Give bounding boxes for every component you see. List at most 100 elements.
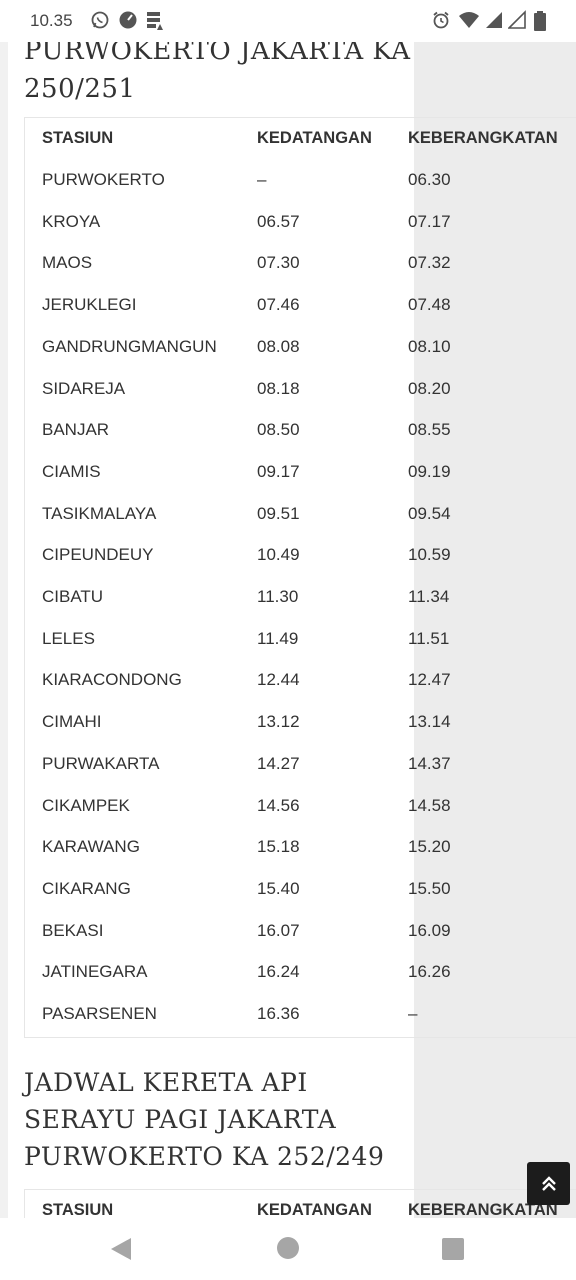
table-row: BEKASI 16.07 16.09 <box>25 911 576 953</box>
storage-icon <box>147 12 163 30</box>
table-row: TASIKMALAYA 09.51 09.54 <box>25 494 576 536</box>
station-name: KIARACONDONG <box>42 670 182 690</box>
header-kedatangan: KEDATANGAN <box>257 129 372 147</box>
left-edge <box>0 42 8 1218</box>
departure-time: 07.48 <box>408 295 451 315</box>
table-row: CIPEUNDEUY 10.49 10.59 <box>25 535 576 577</box>
status-time: 10.35 <box>30 11 73 30</box>
table-row: KIARACONDONG 12.44 12.47 <box>25 660 576 702</box>
station-name: CIMAHI <box>42 712 102 732</box>
back-icon[interactable] <box>108 1236 134 1262</box>
table-header-row: STASIUN KEDATANGAN KEBERANGKATAN <box>25 118 576 160</box>
arrival-time: 09.51 <box>257 503 300 523</box>
arrival-time: 14.27 <box>257 753 300 773</box>
schedule-table-1: STASIUN KEDATANGAN KEBERANGKATAN PURWOKE… <box>24 117 576 1038</box>
arrival-time: 12.44 <box>257 670 300 690</box>
table-header-row: STASIUN KEDATANGAN KEBERANGKATAN <box>25 1190 576 1218</box>
arrival-time: 09.17 <box>257 461 300 481</box>
station-name: CIPEUNDEUY <box>42 545 154 565</box>
schedule-table-2: STASIUN KEDATANGAN KEBERANGKATAN <box>24 1189 576 1218</box>
arrival-time: 11.30 <box>257 587 299 606</box>
table-row: CIKARANG 15.40 15.50 <box>25 869 576 911</box>
scroll-to-top-button[interactable] <box>527 1162 570 1205</box>
departure-time: 11.34 <box>408 587 450 606</box>
arrival-time: 11.49 <box>257 628 299 648</box>
header-stasiun: STASIUN <box>42 129 114 147</box>
station-name: TASIKMALAYA <box>42 503 157 523</box>
wifi-icon <box>459 12 479 28</box>
table-row: KARAWANG 15.18 15.20 <box>25 827 576 869</box>
station-name: CIKAMPEK <box>42 795 130 815</box>
table-row: KROYA 06.57 07.17 <box>25 202 576 244</box>
speedometer-icon <box>119 11 137 29</box>
departure-time: 08.55 <box>408 420 451 440</box>
section1-title-line2: 250/251 <box>24 74 136 104</box>
departure-time: 08.10 <box>408 336 451 356</box>
station-name: KARAWANG <box>42 837 140 857</box>
departure-time: 08.20 <box>408 378 451 398</box>
alarm-icon <box>433 11 449 29</box>
table-row: JERUKLEGI 07.46 07.48 <box>25 285 576 327</box>
header-stasiun: STASIUN <box>42 1201 114 1218</box>
home-icon[interactable] <box>276 1236 300 1260</box>
arrival-time: 10.49 <box>257 545 300 565</box>
departure-time: 11.51 <box>408 628 450 648</box>
arrival-time: 08.50 <box>257 420 300 440</box>
departure-time: 16.09 <box>408 920 451 940</box>
header-keberangkatan: KEBERANGKATAN <box>408 1201 558 1218</box>
recents-icon[interactable] <box>441 1237 465 1261</box>
navigation-bar <box>0 1218 576 1280</box>
station-name: KROYA <box>42 211 101 231</box>
header-kedatangan: KEDATANGAN <box>257 1201 372 1218</box>
station-name: LELES <box>42 628 95 648</box>
station-name: PURWAKARTA <box>42 753 160 773</box>
arrival-time: 16.07 <box>257 920 300 940</box>
departure-time: 13.14 <box>408 712 451 732</box>
arrival-time: 15.40 <box>257 878 300 898</box>
station-name: CIBATU <box>42 587 104 606</box>
arrival-time: 08.08 <box>257 336 300 356</box>
departure-time: 12.47 <box>408 670 451 690</box>
arrival-time: 07.30 <box>257 253 300 273</box>
table-row: BANJAR 08.50 08.55 <box>25 410 576 452</box>
departure-time: 16.26 <box>408 962 451 982</box>
arrival-time: – <box>257 170 267 189</box>
station-name: PASARSENEN <box>42 1004 157 1023</box>
table-row: CIMAHI 13.12 13.14 <box>25 702 576 744</box>
arrival-time: 13.12 <box>257 712 300 732</box>
table-row: SIDAREJA 08.18 08.20 <box>25 369 576 411</box>
status-bar: 10.35 <box>0 0 576 42</box>
departure-time: 09.19 <box>408 461 451 481</box>
arrival-time: 14.56 <box>257 795 300 815</box>
station-name: BANJAR <box>42 420 110 440</box>
table-row: GANDRUNGMANGUN 08.08 08.10 <box>25 327 576 369</box>
station-name: JERUKLEGI <box>42 295 137 315</box>
section1-title: PURWOKERTO JAKARTA KA 250/251 <box>24 32 411 108</box>
sidebar-panel <box>414 42 576 1218</box>
table-row: LELES 11.49 11.51 <box>25 619 576 661</box>
table-row: CIBATU 11.30 11.34 <box>25 577 576 619</box>
section2-title: JADWAL KERETA API SERAYU PAGI JAKARTA PU… <box>24 1064 404 1175</box>
arrival-time: 16.36 <box>257 1004 300 1023</box>
arrival-time: 06.57 <box>257 211 300 231</box>
table-row: PURWAKARTA 14.27 14.37 <box>25 744 576 786</box>
station-name: SIDAREJA <box>42 378 126 398</box>
table-row: CIKAMPEK 14.56 14.58 <box>25 786 576 828</box>
station-name: MAOS <box>42 253 93 273</box>
departure-time: 07.32 <box>408 253 451 273</box>
signal-icon <box>508 10 526 29</box>
arrival-time: 15.18 <box>257 837 300 857</box>
arrival-time: 08.18 <box>257 378 300 398</box>
departure-time: 15.50 <box>408 878 451 898</box>
table-row: JATINEGARA 16.24 16.26 <box>25 952 576 994</box>
departure-time: 14.58 <box>408 795 451 815</box>
header-keberangkatan: KEBERANGKATAN <box>408 129 558 147</box>
page-content: PURWOKERTO JAKARTA KA 250/251 STASIUN KE… <box>0 32 576 1218</box>
station-name: BEKASI <box>42 920 104 940</box>
signal-icon <box>486 12 502 28</box>
arrival-time: 16.24 <box>257 962 300 982</box>
station-name: CIAMIS <box>42 461 101 481</box>
battery-icon <box>534 11 546 31</box>
arrival-time: 07.46 <box>257 295 300 315</box>
table-row: PASARSENEN 16.36 – <box>25 994 576 1036</box>
